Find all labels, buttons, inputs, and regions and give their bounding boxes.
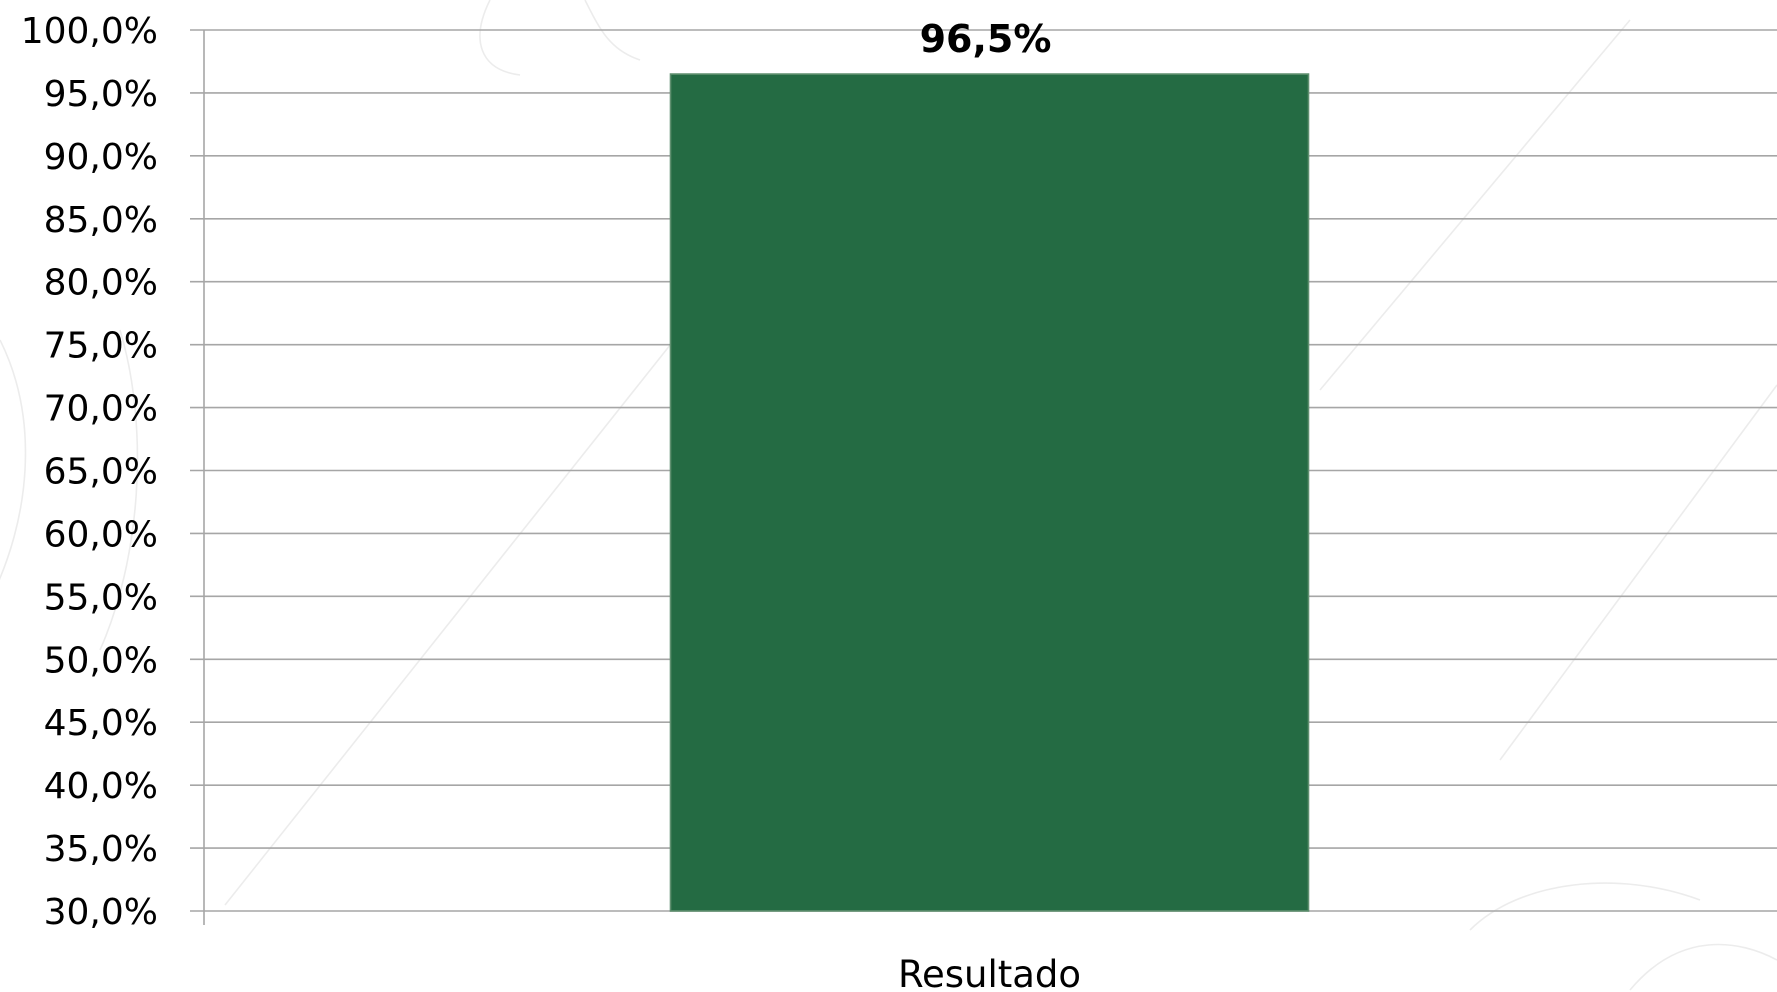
y-tick-label: 60,0% <box>44 514 158 555</box>
y-tick-label: 80,0% <box>44 263 158 304</box>
y-tick-label: 55,0% <box>44 577 158 618</box>
y-tick-label: 100,0% <box>21 11 158 52</box>
watermark-stroke <box>224 319 691 906</box>
watermark-stroke <box>1469 882 1701 931</box>
y-tick-label: 95,0% <box>44 74 158 115</box>
bar-resultado <box>669 73 1310 912</box>
watermark-stroke <box>479 0 521 76</box>
label-layer: 100,0% 95,0% 90,0% 85,0% 80,0% 75,0% 70,0% 65,0… <box>21 11 1081 992</box>
y-tick-label: 70,0% <box>44 389 158 430</box>
y-tick-label: 30,0% <box>44 892 158 933</box>
watermark-stroke <box>1319 19 1631 391</box>
watermark-stroke <box>0 339 27 580</box>
bar-layer <box>669 73 1310 912</box>
y-tick-label: 35,0% <box>44 829 158 870</box>
x-category-label: Resultado <box>898 953 1081 992</box>
y-tick-label: 75,0% <box>44 326 158 367</box>
y-tick-label: 45,0% <box>44 703 158 744</box>
y-tick-label: 85,0% <box>44 200 158 241</box>
watermark-stroke <box>584 0 641 61</box>
bar-data-label: 96,5% <box>920 17 1052 61</box>
y-tick-label: 90,0% <box>44 137 158 178</box>
y-tick-label: 65,0% <box>44 452 158 493</box>
watermark-stroke <box>1499 384 1777 761</box>
y-tick-label: 50,0% <box>44 640 158 681</box>
y-tick-label: 40,0% <box>44 766 158 807</box>
watermark-stroke <box>99 329 139 651</box>
watermark-stroke <box>1629 943 1777 991</box>
